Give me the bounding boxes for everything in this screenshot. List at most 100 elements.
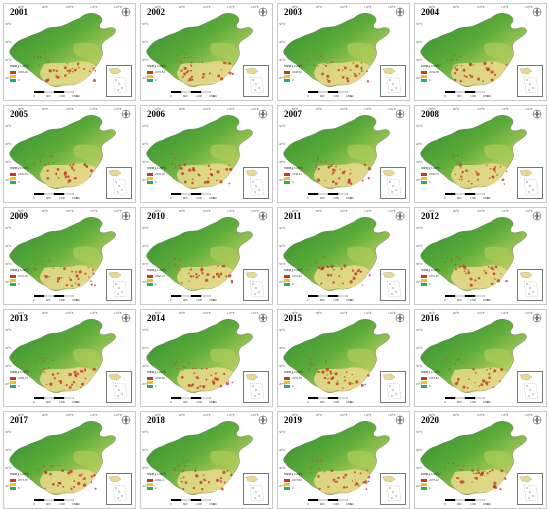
compass-icon [532,313,542,323]
map-panel-2014: 2014 80°E 90°E 100°E 110°E 120°E 50°N 40°N 30°… [140,309,273,407]
scale-bar [34,193,74,195]
latitude-tick: 20°N [416,178,423,182]
latitude-tick: 40°N [5,244,12,248]
map-panel-2016: 2016 80°E 90°E 100°E 110°E 120°E 50°N 40°N 30°… [414,309,547,407]
scale-bar [34,397,74,399]
scale-unit: km [76,298,80,302]
latitude-tick: 50°N [279,124,286,128]
longitude-tick: 90°E [316,107,323,111]
latitude-tick: 20°N [5,382,12,386]
longitude-tick: 100°E [66,5,74,9]
panel-year: 2016 [421,313,439,323]
scale-label: 1800 [209,298,215,302]
compass-icon [532,7,542,17]
scale-label: 600 [183,502,188,506]
china-npp-map [146,13,253,88]
scale-label: 1800 [72,196,78,200]
scale-label: 600 [46,196,51,200]
compass-icon [395,211,405,221]
scale-label: 1200 [59,502,65,506]
latitude-tick: 30°N [416,262,423,266]
longitude-tick: 120°E [388,413,396,417]
legend-swatch-low [284,385,290,388]
scale-label: 1800 [483,400,489,404]
longitude-tick: 110°E [90,311,98,315]
map-panel-2010: 2010 80°E 90°E 100°E 110°E 120°E 50°N 40°N 30°… [140,207,273,305]
legend-title: NPP(g C/m²) [10,166,29,170]
longitude-tick: 100°E [340,413,348,417]
compass-icon [121,313,131,323]
legend-title: NPP(g C/m²) [147,268,166,272]
south-china-sea-inset [106,269,132,301]
legend-swatch-low [421,385,427,388]
longitude-tick: 110°E [227,5,235,9]
latitude-tick: 20°N [279,178,286,182]
south-china-sea-inset [380,65,406,97]
scale-label: 0 [307,94,309,98]
legend-swatch-mid [421,279,427,282]
scale-label: 0 [444,502,446,506]
legend-swatch-high [147,377,153,380]
latitude-tick: 40°N [5,40,12,44]
longitude-tick: 120°E [388,209,396,213]
legend-swatch-high [147,71,153,74]
map-panel-2015: 2015 80°E 90°E 100°E 110°E 120°E 50°N 40°N 30°… [277,309,410,407]
scale-label: 600 [320,502,325,506]
longitude-tick: 110°E [90,107,98,111]
scale-label: 1800 [346,94,352,98]
latitude-tick: 50°N [416,124,423,128]
china-npp-map [283,319,390,394]
longitude-tick: 90°E [453,209,460,213]
legend-swatch-low [284,181,290,184]
legend-min-value: 0 [18,486,20,490]
scale-label: 1200 [59,196,65,200]
latitude-tick: 30°N [5,466,12,470]
longitude-tick: 100°E [203,209,211,213]
china-npp-map [420,13,527,88]
scale-bar [445,295,485,297]
latitude-tick: 20°N [5,280,12,284]
legend-swatch-high [147,275,153,278]
scale-label: 600 [457,502,462,506]
longitude-tick: 100°E [477,209,485,213]
scale-label: 1200 [470,94,476,98]
longitude-tick: 90°E [179,413,186,417]
legend-max-value: 2262.15 [155,274,165,278]
latitude-tick: 40°N [142,448,149,452]
map-panel-2019: 2019 80°E 90°E 100°E 110°E 120°E 50°N 40°N 30°… [277,411,410,509]
legend-min-value: 0 [155,384,157,388]
panel-year: 2004 [421,7,439,17]
legend-title: NPP(g C/m²) [147,166,166,170]
longitude-tick: 110°E [501,209,509,213]
latitude-tick: 30°N [279,160,286,164]
legend-swatch-mid [284,381,290,384]
scale-unit: km [213,94,217,98]
latitude-tick: 20°N [142,280,149,284]
latitude-tick: 20°N [142,76,149,80]
scale-label: 0 [170,400,172,404]
scale-label: 1200 [196,298,202,302]
legend-min-value: 0 [18,384,20,388]
legend-max-value: 2245.28 [18,172,28,176]
latitude-tick: 50°N [279,226,286,230]
compass-icon [532,415,542,425]
map-panel-2005: 2005 80°E 90°E 100°E 110°E 120°E 50°N 40°N 30°… [3,105,136,203]
scale-bar [308,295,348,297]
scale-label: 1800 [346,298,352,302]
latitude-tick: 30°N [416,160,423,164]
legend-swatch-low [10,385,16,388]
panel-year: 2015 [284,313,302,323]
legend-swatch-high [284,173,290,176]
legend-min-value: 0 [429,486,431,490]
scale-label: 0 [307,196,309,200]
legend-swatch-high [10,377,16,380]
legend-swatch-high [421,275,427,278]
latitude-tick: 30°N [279,262,286,266]
compass-icon [121,415,131,425]
panel-year: 2020 [421,415,439,425]
south-china-sea-inset [380,371,406,403]
scale-label: 600 [46,94,51,98]
legend-title: NPP(g C/m²) [10,268,29,272]
longitude-tick: 120°E [114,209,122,213]
legend-title: NPP(g C/m²) [421,64,440,68]
